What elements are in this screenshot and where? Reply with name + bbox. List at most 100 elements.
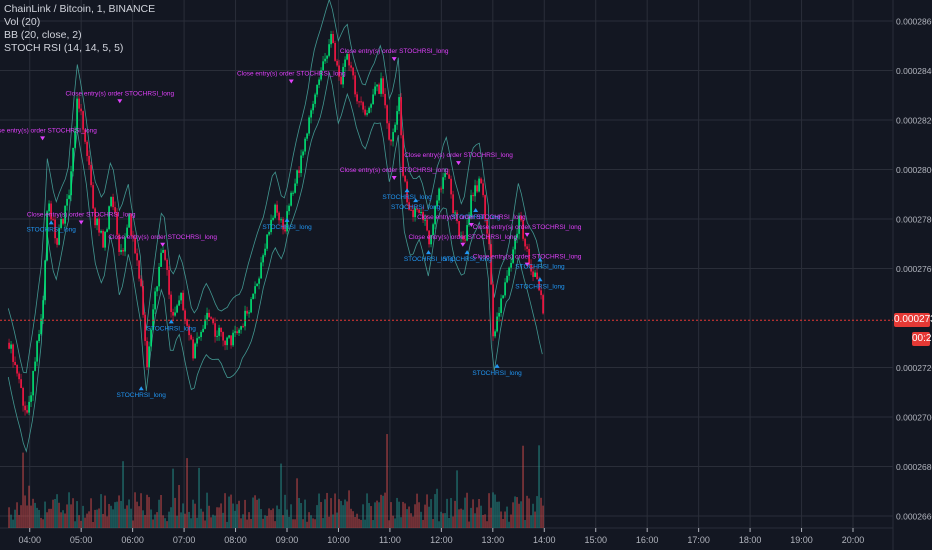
volume-bar	[92, 521, 94, 528]
volume-bar	[200, 508, 202, 528]
candle	[278, 212, 280, 221]
candle	[274, 204, 276, 218]
volume-bar	[462, 509, 464, 528]
volume-bar	[460, 508, 462, 528]
volume-bar	[128, 499, 130, 528]
candle	[342, 66, 344, 85]
volume-bar	[262, 518, 264, 528]
volume-bar	[266, 515, 268, 528]
candle	[292, 192, 294, 194]
volume-bar	[24, 495, 26, 528]
volume-bar	[428, 506, 430, 528]
candle	[260, 262, 262, 279]
volume-bar	[498, 501, 500, 528]
price-tick-label: 0.00028200	[896, 116, 932, 126]
volume-bar	[182, 503, 184, 528]
stochrsi-indicator-label[interactable]: STOCH RSI (14, 14, 5, 5)	[4, 42, 124, 54]
volume-bar	[400, 517, 402, 528]
volume-bar	[304, 499, 306, 528]
volume-bar	[420, 511, 422, 528]
time-scale[interactable]	[0, 528, 893, 550]
exit-arrow-icon	[391, 175, 397, 180]
volume-bar	[308, 512, 310, 528]
volume-bar	[368, 503, 370, 528]
candle	[124, 237, 126, 252]
exit-arrow-icon	[468, 223, 474, 227]
candle	[306, 133, 308, 139]
volume-histogram	[8, 434, 544, 528]
volume-bar	[100, 494, 102, 528]
volume-bar	[108, 503, 110, 528]
volume-bar	[526, 495, 528, 528]
candle	[434, 206, 436, 225]
volume-bar	[352, 511, 354, 528]
candle	[116, 212, 118, 235]
volume-bar	[332, 514, 334, 528]
price-scale[interactable]	[893, 0, 932, 528]
volume-bar	[60, 512, 62, 528]
symbol-title[interactable]: ChainLink / Bitcoin, 1, BINANCE	[4, 3, 156, 15]
candle	[346, 54, 348, 60]
candle	[332, 34, 334, 43]
candle	[112, 196, 114, 208]
candle	[156, 286, 158, 292]
candle	[202, 328, 204, 332]
time-tick-label: 04:00	[18, 535, 41, 545]
candle	[396, 111, 398, 125]
candle	[216, 335, 218, 337]
volume-bar	[442, 513, 444, 528]
volume-indicator-label[interactable]: Vol (20)	[4, 16, 41, 28]
volume-bar	[126, 505, 128, 528]
candle	[452, 194, 454, 214]
candle	[488, 233, 490, 245]
volume-bar	[532, 503, 534, 528]
price-tick-label: 0.00028600	[896, 17, 932, 27]
candle	[504, 282, 506, 296]
candle	[366, 113, 368, 115]
volume-bar	[246, 519, 248, 528]
candle	[512, 249, 514, 263]
exit-order-label: Close entry(s) order STOCHRSI_long	[237, 70, 346, 77]
candle	[12, 344, 14, 362]
volume-bar	[344, 499, 346, 528]
volume-bar	[502, 518, 504, 528]
exit-arrow-icon	[117, 99, 123, 104]
candle	[450, 178, 452, 195]
exit-arrow-icon	[288, 79, 294, 84]
volume-bar	[418, 502, 420, 528]
candle	[238, 329, 240, 334]
bb-lower-band	[7, 72, 543, 453]
volume-bar	[196, 517, 198, 528]
volume-bar	[492, 492, 494, 528]
bollinger-indicator-label[interactable]: BB (20, close, 2)	[4, 29, 82, 41]
volume-bar	[54, 499, 56, 528]
volume-bar	[26, 505, 28, 528]
candle	[320, 70, 322, 80]
volume-bar	[398, 501, 400, 528]
candle	[506, 275, 508, 283]
candle	[462, 235, 464, 240]
candle	[166, 259, 168, 270]
volume-bar	[322, 518, 324, 528]
volume-bar	[470, 507, 472, 528]
candle	[252, 293, 254, 300]
volume-bar	[164, 518, 166, 528]
candle	[80, 108, 82, 112]
candle	[236, 331, 238, 334]
candle	[508, 267, 510, 276]
candle	[514, 237, 516, 250]
time-tick-label: 11:00	[379, 535, 401, 545]
candle	[404, 175, 406, 182]
candle	[256, 283, 258, 287]
volume-bar	[168, 511, 170, 528]
volume-bar	[316, 505, 318, 528]
candle	[14, 361, 16, 366]
candle	[82, 111, 84, 130]
candle	[492, 284, 494, 337]
volume-bar	[144, 515, 146, 528]
candle	[200, 331, 202, 338]
volume-bar	[176, 515, 178, 528]
volume-bar	[240, 518, 242, 528]
